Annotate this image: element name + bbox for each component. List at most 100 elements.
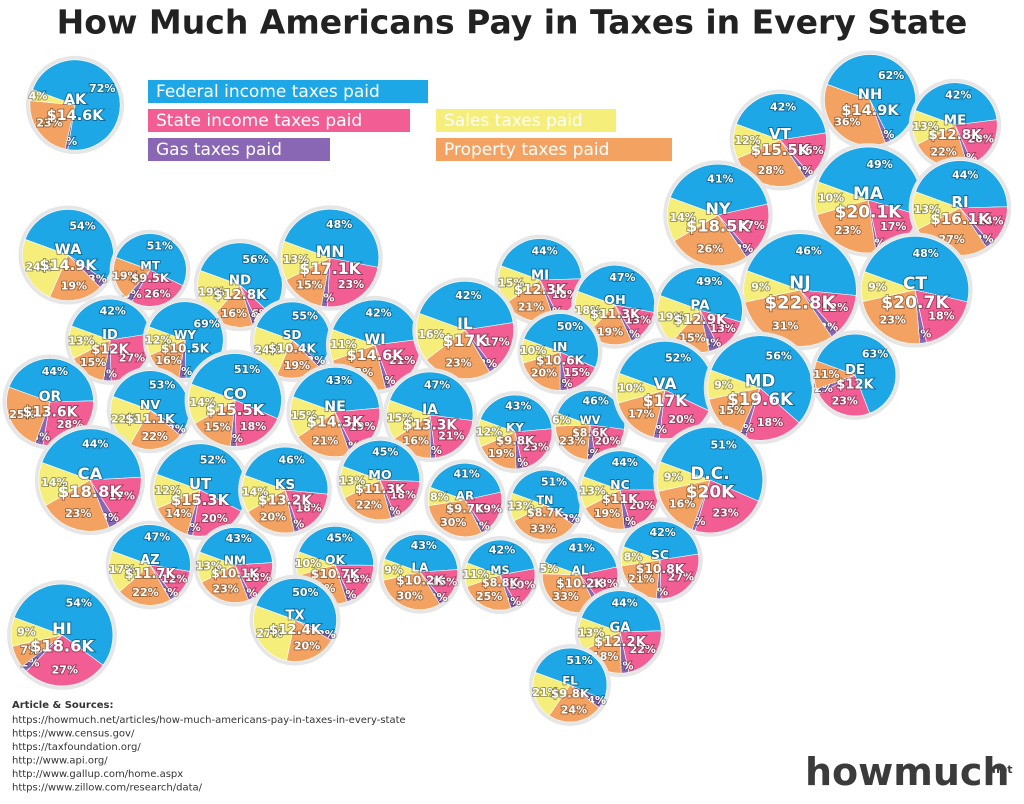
state-total: $8.8K (482, 576, 520, 589)
slice-label: 13% (283, 253, 309, 266)
slice-label: 23% (712, 506, 738, 519)
state-pie: 44%20%3%19%13% NC$11K (576, 446, 664, 534)
slice-label: 42% (945, 89, 971, 102)
pie-slice (464, 562, 501, 587)
state-total: $14.6K (347, 348, 405, 364)
pie-slice (658, 479, 711, 530)
pie-slice (542, 561, 581, 576)
state-total: $13.6K (23, 404, 79, 420)
state-total: $15.3K (171, 492, 230, 509)
slice-label: 48% (912, 247, 938, 260)
state-pie: 52%20%2%17%10% VA$17K (612, 337, 718, 443)
state-pie: 62%2%36%NH$14.9K (820, 50, 920, 150)
slice-label: 14% (242, 486, 268, 499)
state-total: $14.9K (841, 102, 899, 119)
state-total: $12K (91, 342, 129, 357)
pie-slice (555, 412, 591, 427)
state-name: DE (845, 363, 865, 378)
legend-swatch (148, 80, 428, 103)
slice-label: 23% (338, 278, 364, 291)
slice-label: 42% (489, 544, 515, 557)
pie-slice (580, 590, 662, 633)
chart-title: How Much Americans Pay in Taxes in Every… (57, 3, 968, 42)
pie-slice (241, 474, 286, 513)
slice-label: 14% (669, 211, 695, 224)
pie-slice (22, 239, 69, 298)
slice-label: 18% (757, 416, 783, 429)
pie-slice (382, 571, 441, 610)
state-name: CO (223, 385, 247, 403)
pie-slice (717, 203, 770, 254)
legend-label: Gas taxes paid (156, 140, 282, 160)
slice-label: 20% (509, 578, 535, 591)
state-total: $19.6K (727, 389, 794, 409)
state-name: HI (52, 619, 72, 638)
state-total: $13.3K (403, 417, 459, 433)
slice-label: 53% (149, 378, 175, 391)
slice-label: 5% (540, 562, 559, 575)
slice-label: 51% (147, 240, 173, 253)
slice-label: 41% (454, 467, 480, 480)
slice-label: 42% (100, 305, 126, 318)
slice-label: 27% (119, 351, 145, 364)
state-name: AR (456, 488, 474, 502)
pie-slice (548, 684, 600, 723)
slice-label: 11% (462, 568, 488, 581)
slice-label: 16% (669, 497, 695, 510)
slice-label: 15% (80, 356, 106, 369)
state-pie: 46%18%2%20%14% KS$13.2K (238, 443, 332, 537)
state-total: $13.2K (258, 492, 313, 508)
pie-slice (298, 526, 374, 566)
state-total: $22.8K (765, 293, 837, 314)
pie-slice (864, 236, 969, 303)
state-pie: 54%3%19%24%WA$14.9K (18, 205, 118, 305)
slice-label: 51% (566, 654, 592, 667)
state-name: SD (283, 328, 302, 342)
pie-slice (623, 520, 699, 561)
state-pie: 48%23%2%15%13% MN$17.1K (277, 205, 383, 311)
state-name: MA (853, 183, 883, 203)
state-name: GA (609, 620, 631, 635)
pie-slice (580, 476, 621, 509)
state-total: $10.5K (161, 342, 210, 356)
slice-label: 13% (339, 475, 365, 488)
state-pie: 72%1%23%4% AK$14.6K (25, 55, 125, 155)
source-link: http://www.api.org/ (12, 756, 108, 767)
source-link: https://www.zillow.com/research/data/ (12, 783, 203, 794)
state-name: AK (64, 92, 87, 108)
state-name: NY (705, 199, 731, 218)
state-pie: 43%23%3%19%12% KY$9.8K (474, 391, 556, 473)
state-pie: 42%17%2%23%16%IL$17K (412, 277, 518, 383)
pie-slice (255, 578, 337, 636)
slice-label: 22% (142, 430, 168, 443)
slice-label: 22% (356, 498, 382, 511)
slice-label: 9% (384, 563, 403, 576)
slice-label: 41% (569, 542, 595, 555)
slice-label: 9% (868, 281, 887, 294)
slice-label: 44% (531, 244, 557, 257)
pie-slice (334, 564, 374, 601)
legend-label: Property taxes paid (444, 140, 609, 160)
slice-label: 23% (880, 313, 906, 326)
slice-label: 9% (17, 626, 36, 639)
pie-slice (146, 326, 186, 356)
pie-slice (8, 358, 94, 403)
state-total: $10.1K (211, 567, 259, 581)
slice-label: 41% (707, 173, 733, 186)
slice-label: 17% (483, 336, 509, 349)
pie-slice (523, 313, 599, 368)
state-total: $20.1K (835, 202, 902, 222)
slice-label: 13% (912, 120, 938, 133)
slice-label: 44% (82, 438, 108, 451)
pie-slice (38, 462, 91, 506)
state-pie: 46%12%2%31%9% NJ$22.8K (739, 229, 861, 351)
slice-label: 56% (766, 350, 792, 363)
state-total: $8.6K (572, 426, 608, 439)
slice-label: 18% (245, 571, 271, 584)
state-name: OH (604, 292, 625, 307)
slice-label: 20% (629, 499, 655, 512)
slice-label: 14% (977, 214, 1003, 227)
slice-label: 10% (520, 344, 546, 357)
slice-label: 33% (530, 522, 556, 535)
slice-label: 28% (758, 164, 784, 177)
